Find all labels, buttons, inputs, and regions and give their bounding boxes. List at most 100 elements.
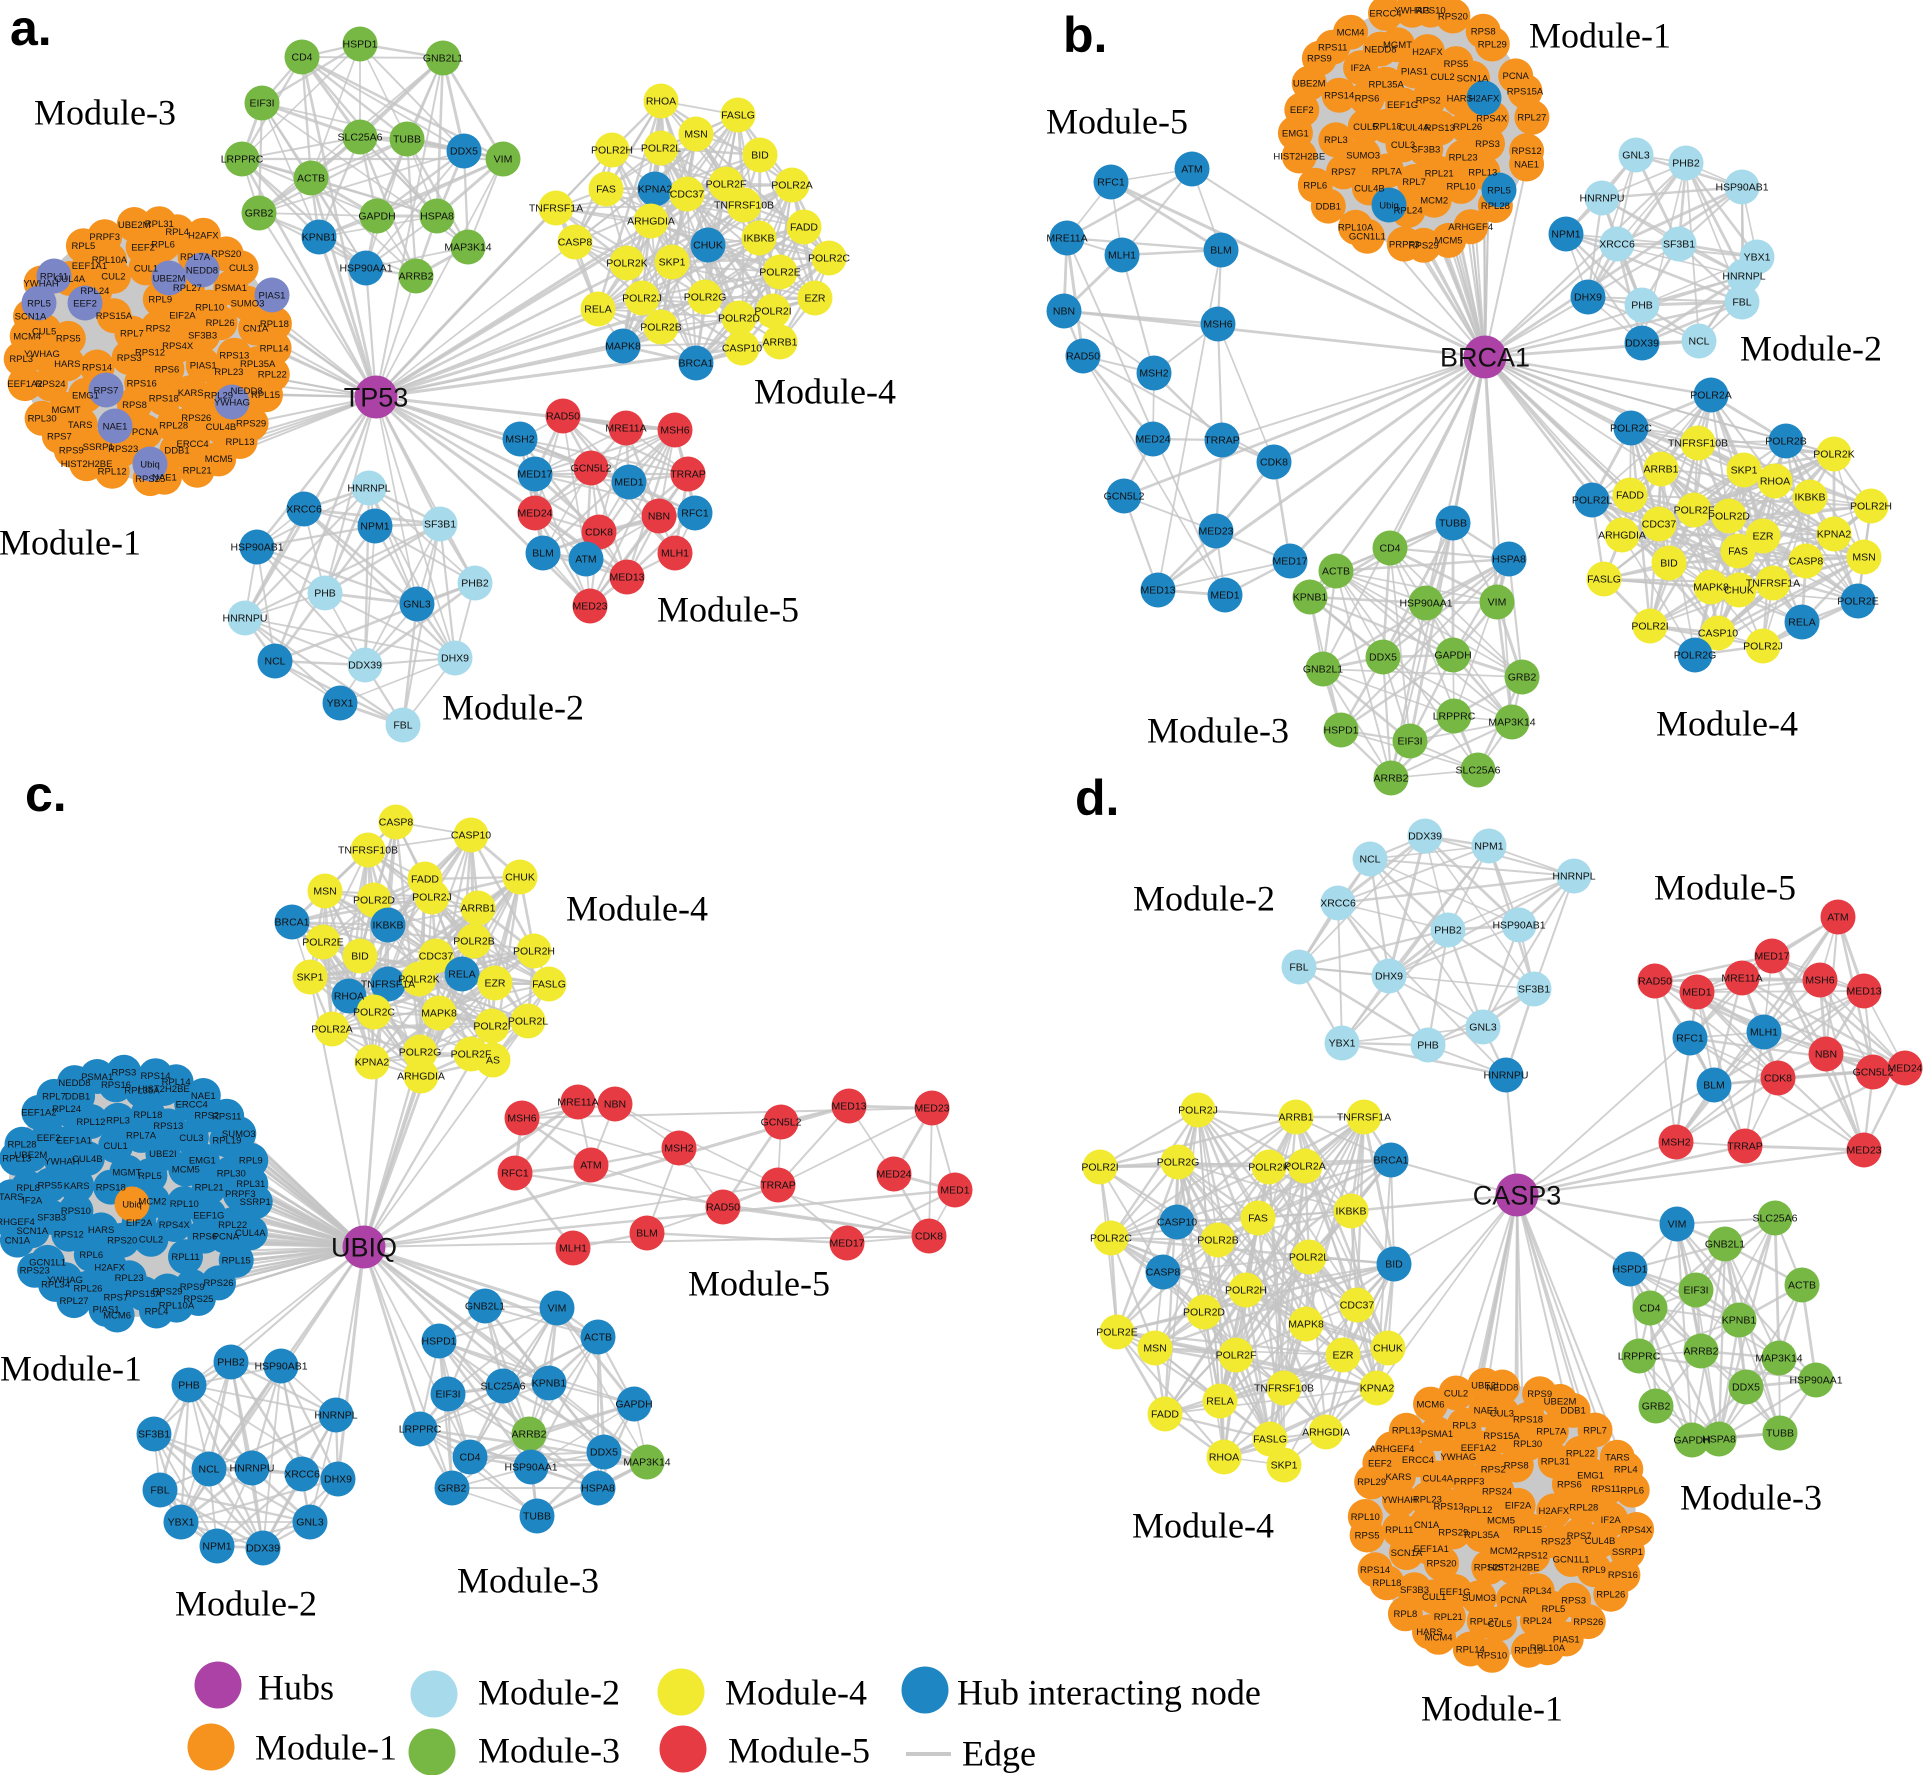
svg-text:CUL4A: CUL4A [54, 274, 85, 285]
svg-text:RPL6: RPL6 [1620, 1485, 1644, 1496]
svg-text:HARS: HARS [1416, 1627, 1442, 1638]
svg-text:MCM5: MCM5 [205, 454, 233, 465]
svg-text:TNFRSF10B: TNFRSF10B [1254, 1383, 1314, 1395]
svg-text:RPS2: RPS2 [146, 323, 171, 334]
svg-text:POLR2H: POLR2H [513, 946, 555, 958]
svg-text:RPL11: RPL11 [1385, 1525, 1413, 1536]
svg-text:RPL18: RPL18 [260, 319, 289, 330]
svg-text:NBN: NBN [604, 1099, 626, 1111]
svg-text:HARS: HARS [1447, 94, 1473, 105]
svg-text:ARHGDIA: ARHGDIA [627, 216, 675, 228]
svg-text:POLR2K: POLR2K [1813, 449, 1854, 461]
svg-text:VIM: VIM [1668, 1219, 1687, 1231]
svg-text:RPS16: RPS16 [101, 1080, 131, 1091]
svg-text:RPS29: RPS29 [152, 1286, 182, 1297]
svg-text:EIF2A: EIF2A [1505, 1501, 1532, 1512]
svg-text:GRB2: GRB2 [438, 1483, 467, 1495]
svg-text:HSP90AA1: HSP90AA1 [1399, 598, 1452, 610]
svg-text:RPS10: RPS10 [1477, 1651, 1507, 1662]
svg-text:TNFRSF1A: TNFRSF1A [1746, 578, 1800, 590]
svg-text:Module-4: Module-4 [725, 1673, 867, 1713]
svg-text:IKBKB: IKBKB [1336, 1206, 1367, 1218]
svg-text:HARS: HARS [88, 1225, 114, 1236]
svg-text:MAPK8: MAPK8 [421, 1008, 457, 1020]
svg-text:Module-1: Module-1 [1421, 1689, 1563, 1729]
svg-text:POLR2L: POLR2L [1289, 1252, 1329, 1264]
svg-text:HSPD1: HSPD1 [421, 1336, 456, 1348]
svg-text:MAPK8: MAPK8 [1288, 1319, 1324, 1331]
svg-text:MED17: MED17 [1272, 556, 1307, 568]
svg-text:GCN1L1: GCN1L1 [1349, 232, 1386, 243]
svg-text:HSP90AA1: HSP90AA1 [504, 1462, 557, 1474]
svg-text:RPL31: RPL31 [145, 219, 174, 230]
svg-text:ARHGDIA: ARHGDIA [1302, 1427, 1350, 1439]
svg-text:BRCA1: BRCA1 [274, 917, 309, 929]
svg-text:CHUK: CHUK [1724, 585, 1754, 597]
svg-text:POLR2F: POLR2F [1216, 1350, 1257, 1362]
svg-text:RFC1: RFC1 [1676, 1033, 1704, 1045]
svg-text:SF3B1: SF3B1 [1663, 239, 1695, 251]
svg-text:RPL9: RPL9 [1582, 1565, 1606, 1576]
svg-text:CDC37: CDC37 [1642, 519, 1677, 531]
svg-text:c.: c. [25, 766, 67, 822]
svg-text:POLR2E: POLR2E [302, 937, 343, 949]
svg-text:DDX5: DDX5 [590, 1447, 618, 1459]
svg-text:RPS13: RPS13 [1434, 1502, 1464, 1513]
svg-text:MCM2: MCM2 [1490, 1546, 1518, 1557]
svg-text:RPL24: RPL24 [1523, 1616, 1552, 1627]
svg-text:Module-1: Module-1 [255, 1728, 397, 1768]
svg-text:GNB2L1: GNB2L1 [1303, 664, 1343, 676]
svg-text:SCN1A: SCN1A [16, 1226, 48, 1237]
svg-text:MRE11A: MRE11A [557, 1097, 598, 1109]
svg-text:EZR: EZR [1753, 531, 1774, 543]
svg-text:MAP3K14: MAP3K14 [623, 1457, 670, 1469]
svg-text:HIST2H2BE: HIST2H2BE [1273, 151, 1325, 162]
svg-text:POLR2G: POLR2G [1674, 650, 1717, 662]
svg-text:GNB2L1: GNB2L1 [465, 1301, 505, 1313]
svg-text:HIST2H2BE: HIST2H2BE [61, 459, 113, 470]
svg-text:VIM: VIM [494, 154, 513, 166]
svg-text:PCNA: PCNA [132, 427, 159, 438]
svg-text:DDX39: DDX39 [246, 1543, 280, 1555]
svg-text:FASLG: FASLG [721, 110, 755, 122]
svg-text:CUL3: CUL3 [1391, 140, 1415, 151]
svg-text:RFC1: RFC1 [501, 1168, 529, 1180]
svg-text:MED23: MED23 [1846, 1145, 1881, 1157]
svg-text:RPS16: RPS16 [127, 378, 157, 389]
svg-text:RPS15A: RPS15A [125, 1289, 162, 1300]
svg-text:DDB1: DDB1 [1316, 201, 1341, 212]
svg-text:RPL5: RPL5 [72, 241, 96, 252]
svg-text:ERCC4: ERCC4 [1369, 9, 1401, 20]
svg-text:NPM1: NPM1 [202, 1541, 231, 1553]
svg-text:POLR2I: POLR2I [473, 1021, 510, 1033]
svg-text:RPS24: RPS24 [35, 379, 65, 390]
svg-text:RPL27: RPL27 [173, 283, 202, 294]
svg-text:RPS20: RPS20 [211, 249, 241, 260]
svg-text:Ubiq: Ubiq [122, 1199, 142, 1210]
svg-text:RPL28: RPL28 [1569, 1502, 1598, 1513]
svg-text:EIF2A: EIF2A [169, 310, 196, 321]
svg-text:DHX9: DHX9 [441, 653, 469, 665]
svg-text:FADD: FADD [411, 874, 439, 886]
svg-text:MED24: MED24 [1887, 1063, 1922, 1075]
svg-text:RPS12: RPS12 [1512, 146, 1542, 157]
svg-text:POLR2D: POLR2D [353, 895, 395, 907]
svg-text:POLR2K: POLR2K [1248, 1162, 1289, 1174]
svg-text:POLR2L: POLR2L [641, 143, 681, 155]
svg-text:RPS6: RPS6 [192, 1231, 217, 1242]
svg-text:RELA: RELA [448, 969, 475, 981]
svg-text:POLR2I: POLR2I [1081, 1162, 1118, 1174]
svg-text:MED1: MED1 [1682, 987, 1711, 999]
svg-text:EIF3I: EIF3I [1397, 736, 1422, 748]
svg-text:KPNB1: KPNB1 [1293, 592, 1328, 604]
svg-text:CUL1: CUL1 [104, 1141, 128, 1152]
svg-text:KPNA2: KPNA2 [1360, 1383, 1395, 1395]
svg-text:Ubiq: Ubiq [140, 459, 160, 470]
svg-text:ATM: ATM [1827, 912, 1848, 924]
svg-text:HSPA8: HSPA8 [1702, 1434, 1736, 1446]
svg-text:HSP90AB1: HSP90AB1 [230, 542, 283, 554]
svg-text:NAE1: NAE1 [1514, 159, 1539, 170]
svg-text:SF3B1: SF3B1 [424, 519, 456, 531]
svg-text:CASP8: CASP8 [379, 817, 414, 829]
svg-text:RPS18: RPS18 [96, 1182, 126, 1193]
